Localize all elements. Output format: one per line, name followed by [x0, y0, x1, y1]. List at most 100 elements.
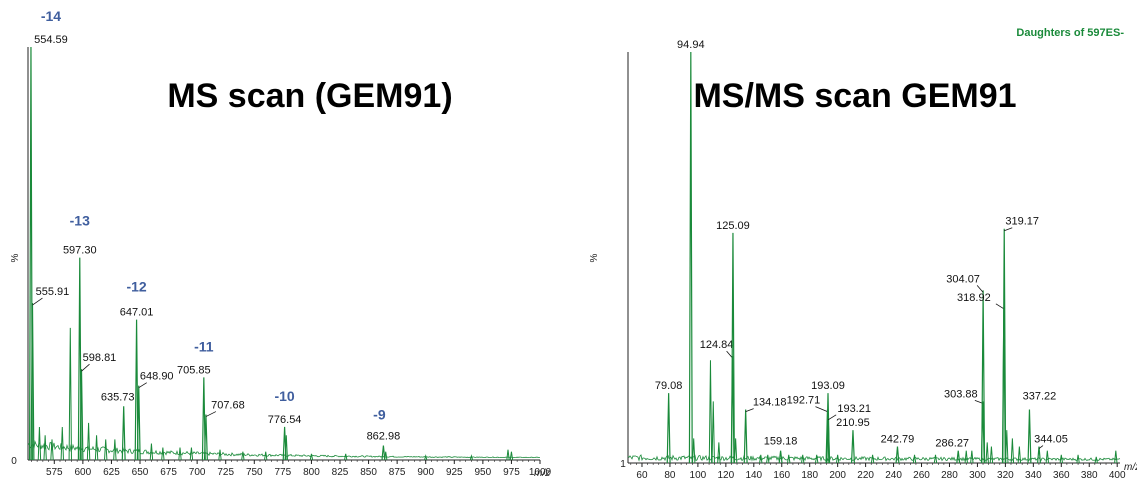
peak-label: 318.92 — [957, 292, 991, 304]
charge-state-label: -14 — [41, 8, 61, 24]
peak-leader — [1004, 227, 1013, 232]
peak-leader — [81, 363, 90, 372]
x-tick-label: 380 — [1081, 470, 1098, 478]
peak-leader — [205, 411, 217, 417]
peak-label: 286.27 — [935, 438, 969, 450]
x-tick-label: 975 — [503, 467, 520, 478]
x-tick-label: 400 — [1109, 470, 1126, 478]
peak-label: 707.68 — [211, 400, 245, 412]
spectrum-peak — [759, 454, 763, 464]
spectrum-peak — [241, 451, 245, 461]
peak-label: 159.18 — [764, 436, 798, 448]
peak-label: 597.30 — [63, 245, 97, 257]
msms-y-origin-label: 1 — [620, 459, 626, 470]
ms-y-origin-label: 0 — [11, 456, 17, 467]
x-tick-label: 875 — [389, 467, 406, 478]
peak-leader — [995, 303, 1005, 310]
x-tick-label: 260 — [913, 470, 930, 478]
x-tick-label: 220 — [857, 470, 874, 478]
labeled-peak — [1037, 446, 1041, 464]
peak-label: 344.05 — [1034, 434, 1068, 446]
spectrum-peak — [989, 446, 994, 464]
peak-label: 193.21 — [837, 403, 871, 415]
x-tick-label: 100 — [690, 470, 707, 478]
x-tick-label: 900 — [417, 467, 434, 478]
peak-label: 304.07 — [946, 273, 980, 285]
spectrum-peak — [424, 454, 428, 461]
spectrum-peak — [86, 422, 91, 461]
spectrum-peak — [1094, 456, 1098, 464]
peak-label: 210.95 — [836, 417, 870, 429]
spectrum-peak — [104, 439, 108, 461]
labeled-peak — [826, 417, 831, 464]
peak-leader — [138, 382, 147, 388]
spectrum-peak — [801, 454, 805, 464]
x-tick-label: 650 — [132, 467, 149, 478]
x-tick-label: 950 — [475, 467, 492, 478]
peak-label: 862.98 — [367, 431, 401, 443]
charge-state-label: -13 — [70, 213, 90, 229]
spectrum-peak — [814, 454, 819, 464]
x-tick-label: 60 — [636, 470, 648, 478]
msms-scan-title: MS/MS scan GEM91 — [693, 77, 1016, 115]
x-tick-label: 300 — [969, 470, 986, 478]
spectrum-peak — [37, 426, 42, 461]
x-tick-label: 340 — [1025, 470, 1042, 478]
labeled-peak — [79, 369, 84, 461]
peak-label: 303.88 — [944, 388, 978, 400]
peak-leader — [1038, 445, 1044, 449]
spectrum-peak — [94, 435, 99, 461]
spectrum-peak — [933, 454, 938, 464]
labeled-peak — [282, 426, 287, 461]
labeled-peak — [203, 414, 208, 461]
function-label: Daughters of 597ES- — [1016, 27, 1124, 39]
x-tick-label: 675 — [160, 467, 177, 478]
peak-label: 192.71 — [787, 395, 821, 407]
labeled-peak — [666, 393, 671, 464]
peak-label: 648.90 — [140, 371, 174, 383]
spectrum-peak — [717, 442, 721, 464]
spectrum-peak — [509, 451, 514, 461]
ms-scan-title: MS scan (GEM91) — [167, 77, 452, 115]
ms-x-unit: m/z — [534, 468, 550, 478]
labeled-peak — [743, 409, 748, 464]
spectrum-peak — [1045, 450, 1050, 464]
labeled-peak — [30, 303, 35, 461]
msms-scan-panel: MS/MS scan GEM91 Daughters of 597ES- % 1… — [589, 27, 1137, 478]
peak-label: 125.09 — [716, 220, 750, 232]
x-tick-label: 240 — [885, 470, 902, 478]
charge-state-label: -12 — [126, 279, 146, 295]
peak-label: 635.73 — [101, 391, 135, 403]
ms-scan-panel: MS scan (GEM91) % 0 m/z 575 600 625 650 675 7… — [10, 8, 552, 478]
spectrum-peak — [506, 449, 510, 461]
peak-label: 79.08 — [655, 380, 683, 392]
spectrum-peak — [1017, 446, 1022, 464]
spectrum-peak — [218, 449, 222, 461]
peak-leader — [827, 414, 837, 421]
labeled-peak — [1002, 228, 1007, 464]
spectrum-peak — [469, 454, 474, 461]
charge-state-label: -11 — [194, 338, 214, 354]
peak-leader — [976, 285, 984, 293]
spectrum-peak — [1010, 438, 1015, 464]
peak-label: 555.91 — [36, 286, 70, 298]
peak-label: 134.18 — [753, 397, 787, 409]
msms-y-axis-label: % — [589, 253, 600, 262]
x-tick-label: 800 — [303, 467, 320, 478]
spectrum-peak — [870, 454, 875, 464]
labeled-peak — [134, 319, 139, 461]
charge-state-label: -10 — [274, 388, 294, 404]
charge-state-label: -9 — [373, 407, 386, 423]
peak-label: 647.01 — [120, 307, 154, 319]
peak-label: 94.94 — [677, 39, 705, 51]
labeled-peak — [201, 377, 206, 461]
peak-label: 554.59 — [34, 34, 68, 46]
labeled-peak — [136, 385, 141, 461]
peak-leader — [815, 406, 828, 412]
x-tick-label: 1000 — [529, 467, 552, 478]
x-tick-label: 725 — [217, 467, 234, 478]
x-tick-label: 120 — [717, 470, 734, 478]
x-tick-label: 925 — [446, 467, 463, 478]
msms-plot-area: 60 80 100 120 140 160 180 200 220 240 260 280 300 320… — [627, 39, 1126, 478]
spectrum-peak — [68, 327, 72, 461]
